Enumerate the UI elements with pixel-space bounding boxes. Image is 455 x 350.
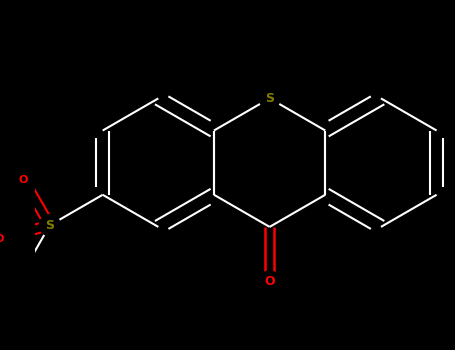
Circle shape <box>13 169 34 190</box>
Text: S: S <box>46 219 54 232</box>
Circle shape <box>0 229 10 250</box>
Text: O: O <box>0 234 4 244</box>
Text: O: O <box>264 275 275 288</box>
Circle shape <box>259 88 280 109</box>
Text: S: S <box>265 92 274 105</box>
Circle shape <box>259 271 280 292</box>
Circle shape <box>39 215 61 236</box>
Text: O: O <box>19 175 28 185</box>
